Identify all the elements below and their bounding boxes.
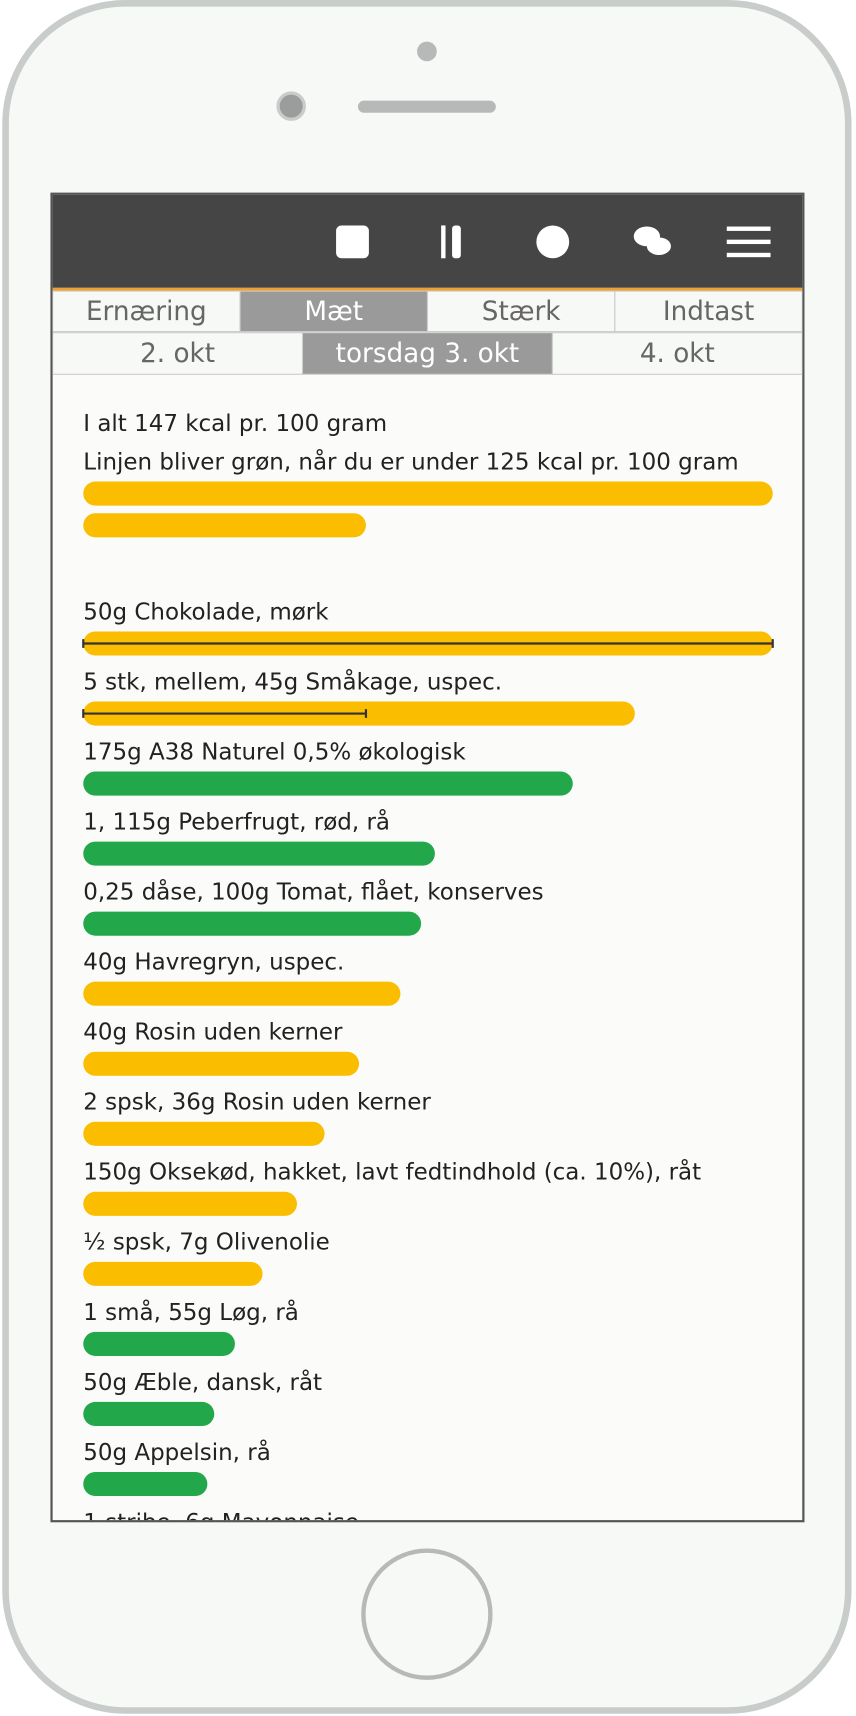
bar (83, 841, 435, 866)
item-label: 150g Oksekød, hakket, lavt fedtindhold (… (83, 1158, 701, 1186)
tab-label[interactable]: Mæt (304, 297, 363, 327)
item-label: 0,25 dåse, 100g Tomat, flået, konserves (83, 878, 543, 906)
tab-label[interactable]: 2. okt (140, 339, 215, 369)
tab-label[interactable]: Stærk (482, 297, 562, 327)
item-label: 1 små, 55g Løg, rå (83, 1298, 299, 1326)
tab-bg[interactable] (301, 332, 553, 375)
chat-icon[interactable] (633, 226, 671, 255)
bar (83, 1191, 298, 1216)
item-label: 1 stribe, 6g Mayonnaise (83, 1510, 359, 1536)
item-label: 40g Havregryn, uspec. (83, 950, 344, 976)
item-label: 50g Chokolade, mørk (83, 599, 329, 625)
bar (83, 911, 422, 936)
cutlery-icon[interactable] (441, 225, 461, 259)
tab-label[interactable]: torsdag 3. okt (336, 339, 520, 369)
summary-line: Linjen bliver grøn, når du er under 125 … (83, 447, 738, 475)
accent-line (52, 287, 803, 292)
speaker (357, 100, 496, 113)
tab-label[interactable]: Indtast (663, 297, 754, 327)
top-bar (52, 194, 803, 288)
bar (83, 1471, 208, 1497)
summary-line: I alt 147 kcal pr. 100 gram (83, 411, 387, 437)
menu-icon[interactable] (726, 226, 771, 258)
front-camera (276, 91, 306, 121)
tab-label[interactable]: Ernæring (86, 297, 207, 327)
bar (83, 481, 773, 506)
item-label: 5 stk, mellem, 45g Småkage, uspec. (83, 667, 502, 695)
bar (83, 1401, 215, 1426)
item-label: 50g Appelsin, rå (83, 1438, 271, 1466)
item-label: 50g Æble, dansk, råt (83, 1368, 322, 1396)
scale-icon[interactable] (336, 225, 369, 259)
tab-bg[interactable] (551, 332, 803, 375)
bar (83, 513, 366, 538)
bar (83, 1331, 235, 1356)
tab-bg[interactable] (239, 290, 428, 333)
home-button[interactable] (361, 1548, 493, 1680)
bar (83, 1121, 325, 1146)
item-label: 175g A38 Naturel 0,5% økologisk (83, 739, 466, 765)
tab-bg[interactable] (614, 290, 803, 333)
item-label: 2 spsk, 36g Rosin uden kerner (83, 1090, 431, 1116)
content: Ernæring Mæt Stærk Indtast 2. okt torsdag 3. … (52, 290, 803, 1536)
bar (83, 771, 573, 796)
sensor (417, 41, 437, 62)
bar (83, 1051, 360, 1076)
item-label: ½ spsk, 7g Olivenolie (83, 1230, 330, 1256)
item-label: 40g Rosin uden kerner (83, 1020, 343, 1046)
bar (83, 981, 401, 1006)
nav-icons (336, 225, 771, 259)
item-label: 1, 115g Peberfrugt, rød, rå (83, 807, 390, 835)
bar (83, 1261, 263, 1286)
smiley-icon[interactable] (536, 225, 570, 259)
tab-label[interactable]: 4. okt (640, 339, 715, 369)
